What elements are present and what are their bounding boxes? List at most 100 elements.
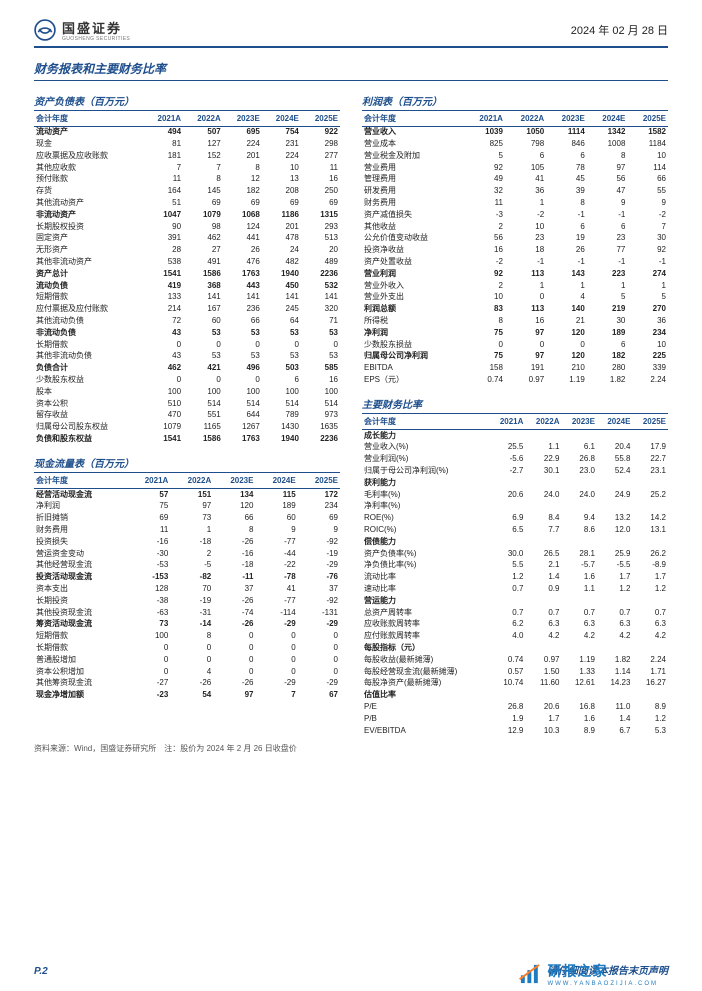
- table-row: 少数股东损益000610: [362, 339, 668, 351]
- table-row: 长期借款00000: [34, 642, 340, 654]
- table-row: 资本公积510514514514514: [34, 398, 340, 410]
- table-row: 每股经营现金流(最新摊薄)0.571.501.331.141.71: [362, 666, 668, 678]
- table-row: 成长能力: [362, 430, 668, 442]
- table-row: 长期借款00000: [34, 339, 340, 351]
- table-row: 资产处置收益-2-1-1-1-1: [362, 257, 668, 269]
- table-row: 经营活动现金流57151134115172: [34, 489, 340, 501]
- data-table: 会计年度2021A2022A2023E2024E2025E经营活动现金流5715…: [34, 475, 340, 701]
- table-row: 净负债比率(%)5.52.1-5.7-5.5-8.9: [362, 560, 668, 572]
- table-row: 营运能力: [362, 595, 668, 607]
- table-row: ROE(%)6.98.49.413.214.2: [362, 513, 668, 525]
- right-column: 利润表（百万元） 会计年度2021A2022A2023E2024E2025E营业收…: [362, 83, 668, 737]
- table-row: 净利润7597120189234: [362, 327, 668, 339]
- table-row: EPS（元）0.740.971.191.822.24: [362, 375, 668, 387]
- table-row: 流动负债419368443450532: [34, 280, 340, 292]
- table-row: 营业费用921057897114: [362, 162, 668, 174]
- table-row: 资本支出12870374137: [34, 583, 340, 595]
- table-row: 每股指标（元）: [362, 642, 668, 654]
- table-row: 资本公积增加04000: [34, 666, 340, 678]
- table-row: 其他非流动负债4353535353: [34, 351, 340, 363]
- table-row: 存货164145182208250: [34, 186, 340, 198]
- table-row: 其他投资现金流-63-31-74-114-131: [34, 607, 340, 619]
- table-row: 财务费用111899: [362, 198, 668, 210]
- table-row: 无形资产2827262420: [34, 245, 340, 257]
- watermark-sub: WWW.YANBAOZIJIA.COM: [547, 981, 658, 987]
- table-row: 营业外收入21111: [362, 280, 668, 292]
- table-title: 主要财务比率: [362, 396, 668, 414]
- table-row: 应付账款周转率4.04.24.24.24.2: [362, 631, 668, 643]
- report-date: 2024 年 02 月 28 日: [571, 22, 668, 38]
- table-row: 营运资金变动-302-16-44-19: [34, 548, 340, 560]
- table-row: 其他经营现金流-53-5-18-22-29: [34, 560, 340, 572]
- table-row: 营业成本82579884610081184: [362, 139, 668, 151]
- logo-icon: [34, 19, 56, 41]
- table-row: 净利润7597120189234: [34, 501, 340, 513]
- table-row: 应收账款周转率6.26.36.36.36.3: [362, 619, 668, 631]
- page-number: P.2: [34, 966, 48, 977]
- table-row: 流动比率1.21.41.61.71.7: [362, 572, 668, 584]
- table-row: 现金净增加额-235497767: [34, 690, 340, 702]
- table-row: 资产减值损失-3-2-1-1-2: [362, 209, 668, 221]
- table-row: 普通股增加00000: [34, 654, 340, 666]
- table-title: 资产负债表（百万元）: [34, 93, 340, 111]
- table-row: 短期借款1008000: [34, 631, 340, 643]
- table-row: 营业外支出100455: [362, 292, 668, 304]
- table-row: 营业收入10391050111413421582: [362, 126, 668, 138]
- data-table: 会计年度2021A2022A2023E2024E2025E成长能力营业收入(%)…: [362, 416, 668, 737]
- table-row: 研发费用3236394755: [362, 186, 668, 198]
- company-sub: GUOSHENG SECURITIES: [62, 36, 130, 42]
- company-name: 国盛证券: [62, 18, 130, 37]
- watermark: 研报之家 WWW.YANBAOZIJIA.COM: [517, 961, 658, 987]
- table-row: 营业利润(%)-5.622.926.855.822.7: [362, 454, 668, 466]
- table-title: 利润表（百万元）: [362, 93, 668, 111]
- table-row: 所得税816213036: [362, 316, 668, 328]
- table-row: 其他收益210667: [362, 221, 668, 233]
- table-row: P/E26.820.616.811.08.9: [362, 701, 668, 713]
- table-row: 少数股东权益000616: [34, 375, 340, 387]
- table-row: 利润总额83113140219270: [362, 304, 668, 316]
- company-logo: 国盛证券 GUOSHENG SECURITIES: [34, 18, 130, 42]
- table-row: 资产负债率(%)30.026.528.125.926.2: [362, 548, 668, 560]
- table-row: 负债合计462421496503585: [34, 363, 340, 375]
- table-row: 应付票据及应付账款214167236245320: [34, 304, 340, 316]
- table-row: 营业税金及附加566810: [362, 150, 668, 162]
- table-row: 非流动负债4353535353: [34, 327, 340, 339]
- table-row: 速动比率0.70.91.11.21.2: [362, 583, 668, 595]
- left-column: 资产负债表（百万元） 会计年度2021A2022A2023E2024E2025E流…: [34, 83, 340, 737]
- table-row: 折旧摊销6973666069: [34, 513, 340, 525]
- table-row: 其他非流动资产538491476482489: [34, 257, 340, 269]
- table-row: EBITDA158191210280339: [362, 363, 668, 375]
- table-row: 投资损失-16-18-26-77-92: [34, 536, 340, 548]
- table-row: 其他应收款7781011: [34, 162, 340, 174]
- table-row: 毛利率(%)20.624.024.024.925.2: [362, 489, 668, 501]
- table-row: 筹资活动现金流73-14-26-29-29: [34, 619, 340, 631]
- table-row: EV/EBITDA12.910.38.96.75.3: [362, 725, 668, 737]
- page-header: 国盛证券 GUOSHENG SECURITIES 2024 年 02 月 28 …: [34, 18, 668, 48]
- table-row: ROIC(%)6.57.78.612.013.1: [362, 525, 668, 537]
- table-row: 其他流动资产5169696969: [34, 198, 340, 210]
- table-row: 营业收入(%)25.51.16.120.417.9: [362, 442, 668, 454]
- watermark-text: 研报之家: [547, 963, 607, 979]
- data-table: 会计年度2021A2022A2023E2024E2025E流动资产4945076…: [34, 113, 340, 445]
- table-row: 其他流动负债7260666471: [34, 316, 340, 328]
- table-row: 归属母公司股东权益10791165126714301635: [34, 422, 340, 434]
- table-row: 资产总计15411586176319402236: [34, 268, 340, 280]
- table-row: 负债和股东权益15411586176319402236: [34, 434, 340, 446]
- table-row: 偿债能力: [362, 536, 668, 548]
- table-row: 投资净收益1618267792: [362, 245, 668, 257]
- table-row: 估值比率: [362, 690, 668, 702]
- table-row: 应收票据及应收账款181152201224277: [34, 150, 340, 162]
- table-row: P/B1.91.71.61.41.2: [362, 713, 668, 725]
- table-row: 每股收益(最新摊薄)0.740.971.191.822.24: [362, 654, 668, 666]
- table-row: 非流动资产10471079106811861315: [34, 209, 340, 221]
- data-table: 会计年度2021A2022A2023E2024E2025E营业收入1039105…: [362, 113, 668, 386]
- table-row: 短期借款133141141141141: [34, 292, 340, 304]
- table-row: 财务费用111899: [34, 525, 340, 537]
- table-row: 获利能力: [362, 477, 668, 489]
- table-row: 营业利润92113143223274: [362, 268, 668, 280]
- table-row: 长期股权投资9098124201293: [34, 221, 340, 233]
- table-row: 每股净资产(最新摊薄)10.7411.6012.6114.2316.27: [362, 678, 668, 690]
- table-row: 归属母公司净利润7597120182225: [362, 351, 668, 363]
- table-row: 固定资产391462441478513: [34, 233, 340, 245]
- table-row: 净利率(%): [362, 501, 668, 513]
